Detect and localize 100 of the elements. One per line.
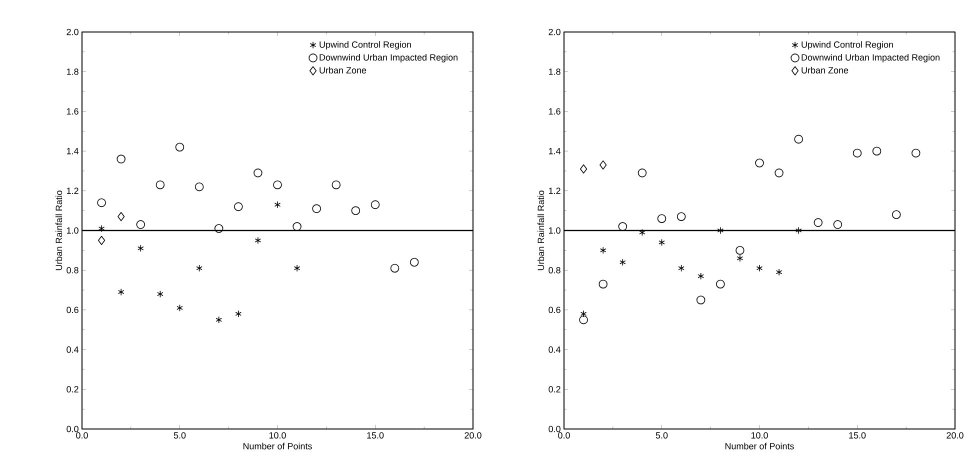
point [600, 246, 606, 254]
y-tick-label: 1.8 [548, 68, 560, 75]
legend-label: Urban Zone [802, 66, 848, 74]
y-tick-label: 0.4 [548, 346, 561, 353]
point [118, 212, 125, 222]
y-tick-label: 1.6 [66, 108, 78, 115]
point [736, 254, 744, 262]
point [756, 264, 763, 272]
point [657, 214, 666, 223]
point [98, 236, 106, 246]
point [273, 180, 282, 190]
x-tick-label: 15.0 [367, 432, 384, 439]
legend-label: Downwind Urban Impacted Region [802, 54, 940, 62]
y-tick-label: 0.4 [66, 346, 79, 353]
point [755, 158, 764, 168]
point [638, 168, 647, 178]
y-tick-label: 0.0 [548, 426, 560, 432]
x-tick-label: 0.0 [558, 432, 570, 439]
y-tick-label: 2.0 [548, 28, 560, 36]
point [312, 204, 321, 214]
y-tick-label: 0.2 [548, 386, 560, 392]
point [254, 168, 262, 178]
y-tick-label: 1.4 [66, 148, 79, 154]
point [116, 154, 126, 164]
point [698, 272, 704, 280]
legend-label: Downwind Urban Impacted Region [320, 54, 458, 62]
y-axis-title: Urban Rainfall Ratio [55, 190, 62, 270]
point [676, 212, 686, 221]
point [136, 220, 146, 229]
point [794, 134, 803, 144]
x-tick-label: 10.0 [269, 432, 286, 439]
point [774, 168, 784, 178]
y-tick-label: 1.4 [548, 148, 561, 154]
y-tick-label: 0.8 [66, 267, 78, 274]
y-tick-label: 0.8 [548, 267, 560, 274]
point [776, 268, 782, 276]
point [194, 182, 204, 192]
point [618, 222, 628, 231]
point [254, 236, 262, 244]
point [216, 316, 222, 324]
legend-label: Upwind Control Region [802, 41, 893, 50]
y-tick-label: 1.8 [66, 68, 78, 75]
point [351, 206, 360, 216]
y-tick-label: 1.2 [66, 188, 78, 194]
x-tick-label: 5.0 [656, 432, 668, 439]
point [736, 246, 744, 255]
y-axis-title: Urban Rainfall Ratio [537, 190, 544, 270]
y-tick-label: 2.0 [66, 28, 78, 36]
legend-label: Urban Zone [320, 66, 366, 74]
point [833, 220, 842, 229]
point [678, 264, 684, 272]
point [912, 148, 920, 158]
point [175, 142, 184, 152]
x-tick-label: 5.0 [174, 432, 186, 439]
point [234, 202, 243, 212]
point [214, 224, 224, 233]
x-tick-label: 10.0 [751, 432, 768, 439]
point [196, 264, 202, 272]
y-tick-label: 1.0 [66, 227, 78, 234]
y-tick-label: 1.2 [548, 188, 560, 194]
point [639, 228, 646, 236]
x-tick-label: 0.0 [76, 432, 88, 439]
point [157, 290, 164, 298]
point [292, 222, 302, 231]
legend-label: Upwind Control Region [320, 41, 411, 50]
x-tick-label: 15.0 [849, 432, 866, 439]
point [580, 310, 587, 318]
point [370, 200, 380, 210]
point [716, 280, 725, 288]
point [658, 238, 665, 246]
point [176, 304, 183, 312]
point [390, 264, 400, 273]
point [579, 315, 588, 324]
point [294, 264, 300, 272]
y-tick-label: 1.6 [548, 108, 560, 115]
point [137, 244, 144, 252]
y-tick-label: 0.2 [66, 386, 78, 392]
point [717, 226, 724, 234]
point [795, 226, 802, 234]
point [598, 280, 608, 288]
point [620, 258, 626, 266]
x-axis-title: Number of Points [243, 442, 312, 450]
y-tick-label: 0.0 [66, 426, 78, 432]
point [696, 296, 706, 304]
point [410, 258, 419, 267]
y-tick-label: 0.6 [66, 306, 78, 314]
y-tick-label: 0.6 [548, 306, 560, 314]
point [98, 224, 105, 232]
point [156, 180, 165, 190]
point [274, 201, 281, 208]
point [97, 198, 106, 208]
point [872, 146, 882, 156]
point [600, 160, 607, 170]
point [852, 148, 862, 158]
point [892, 210, 901, 219]
y-tick-label: 1.0 [548, 227, 560, 234]
point [235, 310, 242, 318]
point [332, 180, 341, 190]
x-tick-label: 20.0 [464, 432, 482, 439]
x-tick-label: 20.0 [946, 432, 964, 439]
